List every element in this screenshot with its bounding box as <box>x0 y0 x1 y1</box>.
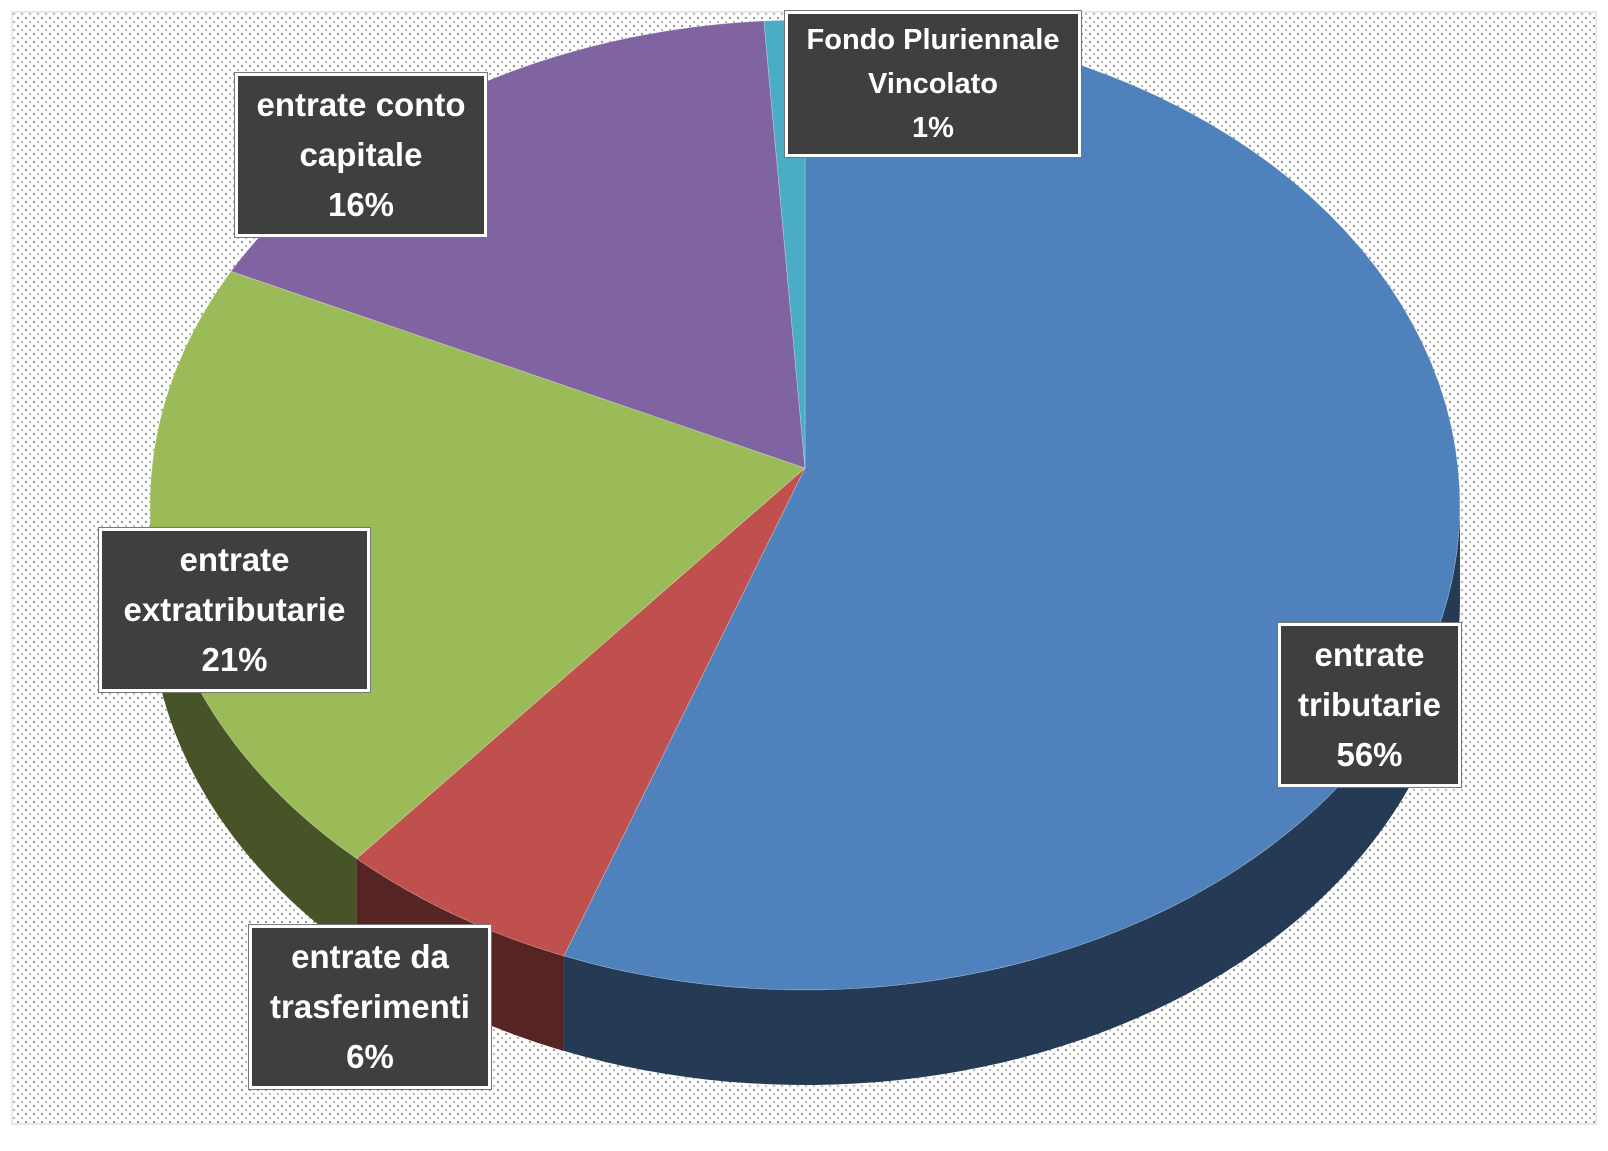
slice-side <box>150 505 357 954</box>
label-value: 56% <box>1336 736 1403 773</box>
data-label: entrate extratributarie 21% <box>98 527 371 693</box>
data-label: Fondo Pluriennale Vincolato 1% <box>784 10 1082 158</box>
data-label: entrate conto capitale 16% <box>234 72 488 238</box>
label-name: entrate extratributarie <box>123 541 346 628</box>
label-name: entrate conto capitale <box>256 86 466 173</box>
label-name: entrate da trasferimenti <box>270 938 470 1025</box>
label-value: 6% <box>346 1038 394 1075</box>
slice <box>356 467 806 957</box>
data-label: entrate tributarie 56% <box>1277 622 1462 788</box>
label-name: entrate tributarie <box>1297 636 1442 723</box>
label-value: 21% <box>201 641 268 678</box>
slice <box>563 19 1461 991</box>
label-name: Fondo Pluriennale Vincolato <box>806 24 1060 100</box>
data-label: entrate da trasferimenti 6% <box>248 924 492 1090</box>
slice-side <box>563 505 1460 1085</box>
label-value: 1% <box>912 112 954 144</box>
label-value: 16% <box>327 186 395 223</box>
